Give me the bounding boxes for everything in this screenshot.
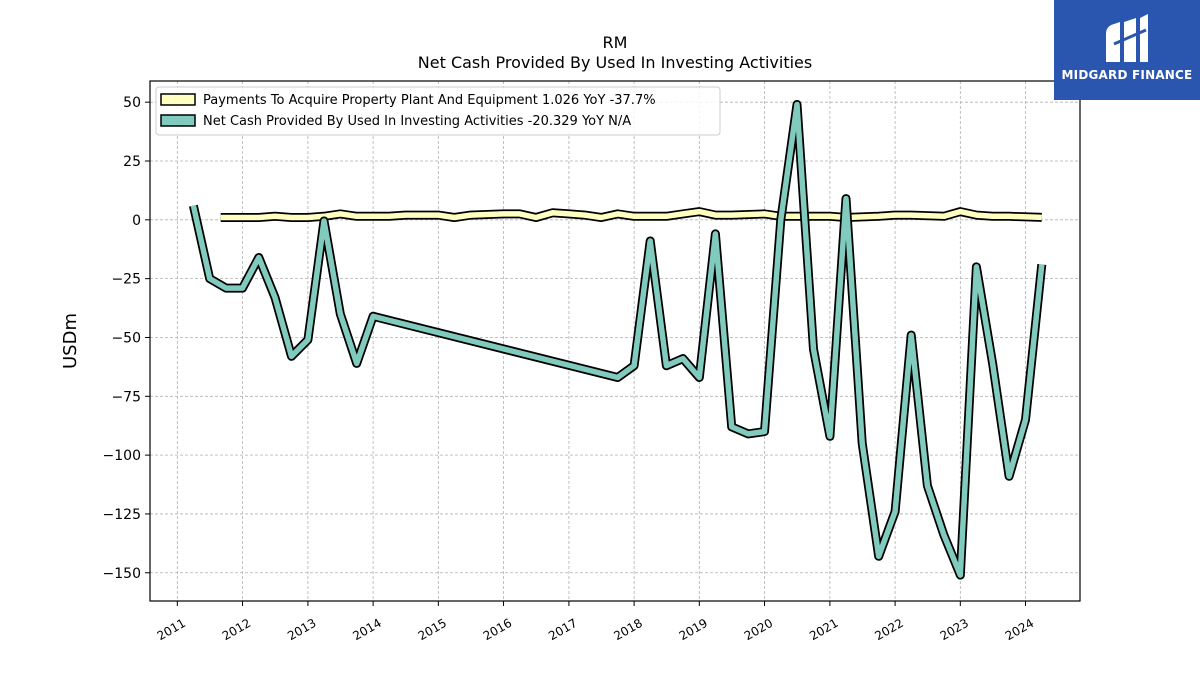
y-tick-label: 25 xyxy=(123,154,141,170)
logo-text: MIDGARD FINANCE xyxy=(1061,68,1193,82)
chart-subtitle: Net Cash Provided By Used In Investing A… xyxy=(417,53,813,72)
x-tick-label: 2011 xyxy=(155,616,188,643)
y-tick-label: 0 xyxy=(132,213,141,229)
brand-logo: MIDGARD FINANCE xyxy=(1054,0,1200,100)
series-layer xyxy=(189,100,1047,580)
y-axis: 50 25 0 −25 −50 −75 −100 −125 −150 xyxy=(103,95,150,582)
series-line-2 xyxy=(190,101,1045,578)
legend: Payments To Acquire Property Plant And E… xyxy=(155,86,721,136)
legend-box xyxy=(155,86,721,136)
y-axis-label: USDm xyxy=(60,313,81,369)
y-tick-label: 50 xyxy=(123,95,141,111)
logo-mark-icon xyxy=(1106,14,1148,62)
y-tick-label: −100 xyxy=(103,448,141,464)
series-line-outline-2 xyxy=(189,100,1047,580)
x-tick-label: 2013 xyxy=(285,616,318,643)
chart-title: RM xyxy=(602,33,628,52)
x-tick-label: 2024 xyxy=(1003,616,1036,643)
legend-swatch xyxy=(160,114,196,127)
x-tick-label: 2019 xyxy=(677,616,710,643)
x-tick-label: 2020 xyxy=(742,616,775,643)
x-tick-label: 2012 xyxy=(220,616,253,643)
x-tick-label: 2014 xyxy=(350,616,383,643)
x-tick-label: 2018 xyxy=(611,616,644,643)
grid xyxy=(150,81,1080,601)
legend-label: Net Cash Provided By Used In Investing A… xyxy=(203,114,631,129)
x-tick-label: 2022 xyxy=(872,616,905,643)
plot-frame xyxy=(149,80,1081,602)
x-tick-label: 2017 xyxy=(546,616,579,643)
y-tick-label: −75 xyxy=(111,389,141,405)
x-tick-label: 2023 xyxy=(938,616,971,643)
y-tick-label: −25 xyxy=(111,272,141,288)
x-tick-label: 2016 xyxy=(481,616,514,643)
x-tick-label: 2021 xyxy=(807,616,840,643)
y-tick-label: −150 xyxy=(103,566,141,582)
legend-label: Payments To Acquire Property Plant And E… xyxy=(203,93,656,108)
x-axis: 2011 2012 2013 2014 2015 2016 2017 2018 2019 2020… xyxy=(155,601,1036,643)
series-line-1 xyxy=(220,208,1042,221)
x-tick-label: 2015 xyxy=(416,616,449,643)
legend-swatch xyxy=(160,93,196,106)
y-tick-label: −50 xyxy=(111,330,141,346)
y-tick-label: −125 xyxy=(103,507,141,523)
